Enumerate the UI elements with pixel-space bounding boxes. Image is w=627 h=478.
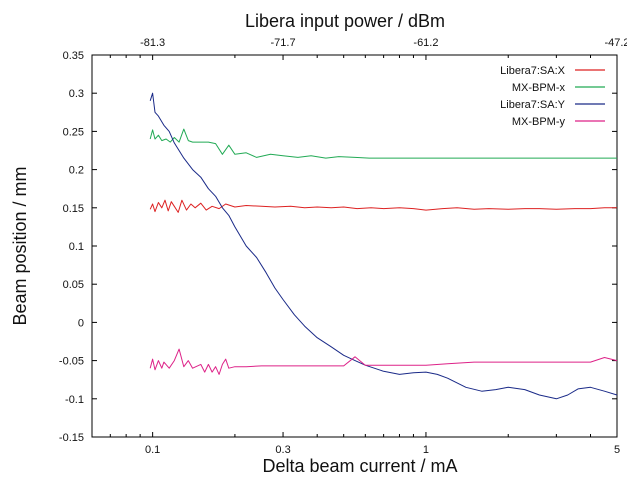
y-axis-title: Beam position / mm xyxy=(10,166,30,325)
x-tick-label: 1 xyxy=(423,444,429,456)
series-line-mx-bpm-y xyxy=(149,348,618,375)
y-tick-label: 0.35 xyxy=(63,50,84,62)
top-x-tick-label: -81.3 xyxy=(140,37,165,49)
top-x-tick-label: -47.2 xyxy=(604,37,627,49)
series-lines xyxy=(149,92,618,400)
legend-label: MX-BPM-x xyxy=(512,82,566,94)
y-tick-label: 0.25 xyxy=(63,126,84,138)
legend-label: MX-BPM-y xyxy=(512,116,566,128)
axis-ticks: -0.15-0.1-0.0500.050.10.150.20.250.30.35… xyxy=(59,37,627,456)
y-tick-label: 0.05 xyxy=(63,279,84,291)
y-tick-label: -0.1 xyxy=(65,394,84,406)
y-tick-label: 0 xyxy=(78,317,84,329)
y-tick-label: 0.1 xyxy=(69,241,84,253)
top-axis-title: Libera input power / dBm xyxy=(245,11,445,31)
y-tick-label: 0.3 xyxy=(69,88,84,100)
legend-label: Libera7:SA:Y xyxy=(500,99,565,111)
legend-label: Libera7:SA:X xyxy=(500,65,565,77)
x-axis-title: Delta beam current / mA xyxy=(262,456,457,476)
x-tick-label: 0.3 xyxy=(275,444,290,456)
legend: Libera7:SA:X MX-BPM-x Libera7:SA:Y MX-BPM-y xyxy=(500,65,605,128)
top-x-tick-label: -71.7 xyxy=(271,37,296,49)
y-tick-label: 0.15 xyxy=(63,203,84,215)
series-line-libera7-sa-y xyxy=(149,92,618,400)
y-tick-label: -0.05 xyxy=(59,356,84,368)
series-line-libera7-sa-x xyxy=(149,199,617,213)
y-tick-label: 0.2 xyxy=(69,165,84,177)
x-tick-label: 0.1 xyxy=(145,444,160,456)
top-x-tick-label: -61.2 xyxy=(413,37,438,49)
y-tick-label: -0.15 xyxy=(59,432,84,444)
series-line-mx-bpm-x xyxy=(149,128,617,159)
x-tick-label: 5 xyxy=(614,444,620,456)
